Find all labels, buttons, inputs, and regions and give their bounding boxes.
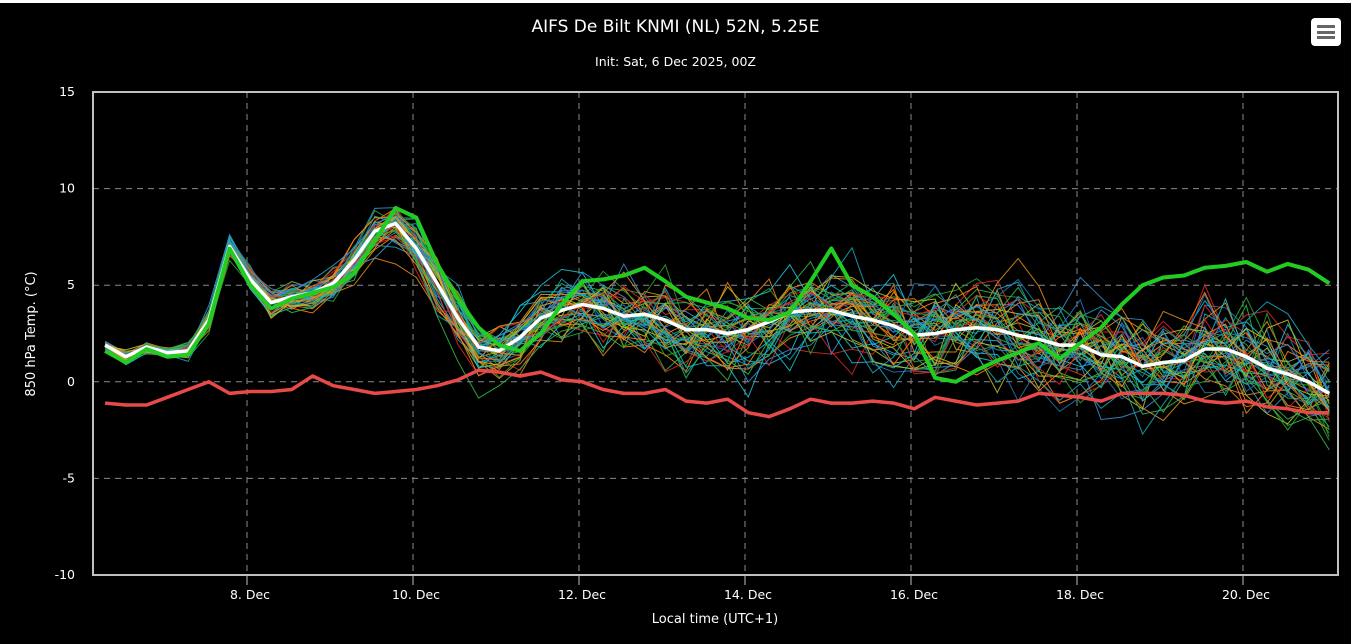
ensemble-member-line <box>104 215 1330 402</box>
y-tick-label: 5 <box>67 277 75 292</box>
chart-subtitle: Init: Sat, 6 Dec 2025, 00Z <box>595 54 756 69</box>
ensemble-member-line <box>104 216 1330 412</box>
ensemble-member-line <box>104 217 1330 406</box>
chart-menu-button[interactable] <box>1311 18 1341 46</box>
ensemble-member-line <box>104 225 1330 410</box>
x-tick-label: 20. Dec <box>1222 587 1270 602</box>
control-line <box>104 205 1331 384</box>
ensemble-member-line <box>104 219 1330 403</box>
ensemble-member-line <box>104 221 1330 397</box>
x-tick-label: 10. Dec <box>392 587 440 602</box>
ensemble-member-line <box>104 228 1330 414</box>
ensemble-member-line <box>104 218 1330 416</box>
y-tick-label: -10 <box>55 567 75 582</box>
ensemble-member-line <box>104 216 1330 411</box>
climate-line <box>104 368 1330 419</box>
x-tick-label: 8. Dec <box>230 587 270 602</box>
ensemble-member-line <box>104 228 1330 451</box>
y-tick-label: -5 <box>63 470 75 485</box>
y-tick-label: 10 <box>59 181 75 196</box>
x-axis-title: Local time (UTC+1) <box>652 612 778 627</box>
y-tick-label: 0 <box>67 374 75 389</box>
ensemble-member-line <box>104 215 1330 383</box>
x-tick-label: 12. Dec <box>558 587 606 602</box>
ensemble-member-line <box>104 224 1330 389</box>
chart-title: AIFS De Bilt KNMI (NL) 52N, 5.25E <box>531 17 820 37</box>
ensemble-member-line <box>104 207 1330 418</box>
x-axis: 8. Dec 10. Dec 12. Dec 14. Dec 16. Dec 18. De… <box>230 575 1270 602</box>
ensemble-members <box>104 206 1330 451</box>
plot-border <box>92 91 1339 576</box>
y-axis-title: 850 hPa Temp. (°C) <box>24 271 39 396</box>
x-tick-label: 14. Dec <box>724 587 772 602</box>
y-tick-label: 15 <box>59 84 75 99</box>
ensemble-member-line <box>104 215 1330 401</box>
ensemble-member-line <box>104 230 1330 411</box>
main-series <box>104 205 1331 419</box>
ensemble-member-line <box>104 218 1330 408</box>
x-tick-label: 18. Dec <box>1056 587 1104 602</box>
y-axis: 15 10 5 0 -5 -10 <box>55 84 75 582</box>
x-tick-label: 16. Dec <box>890 587 938 602</box>
